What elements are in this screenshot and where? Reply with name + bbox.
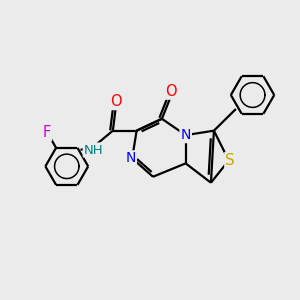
Text: N: N (125, 151, 136, 165)
Text: N: N (181, 128, 191, 142)
Text: O: O (165, 84, 177, 99)
Text: F: F (43, 125, 51, 140)
Text: S: S (225, 153, 235, 168)
Text: NH: NH (84, 143, 103, 157)
Text: O: O (110, 94, 122, 109)
